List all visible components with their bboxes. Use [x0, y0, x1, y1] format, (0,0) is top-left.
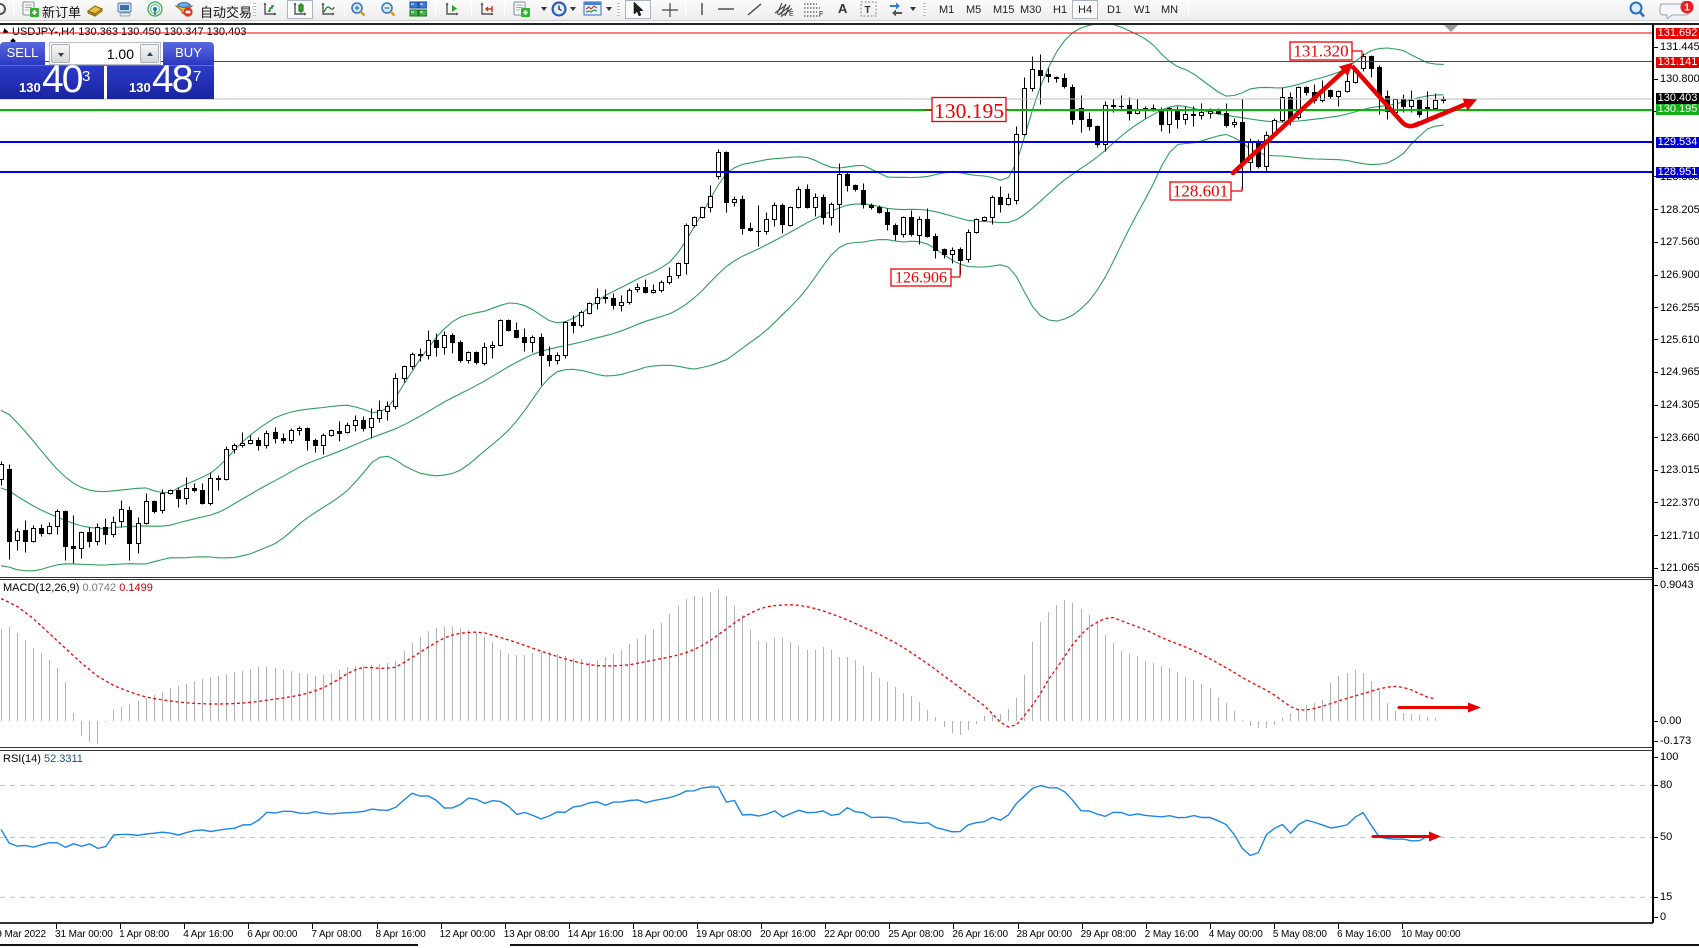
svg-text:T: T [865, 5, 871, 16]
svg-text:130.195: 130.195 [934, 99, 1004, 123]
svg-text:1: 1 [1684, 3, 1690, 14]
svg-text:131.320: 131.320 [1293, 42, 1348, 61]
svg-text:F: F [819, 11, 823, 17]
svg-text:126.906: 126.906 [895, 270, 947, 287]
svg-text:E: E [789, 11, 794, 17]
svg-text:128.601: 128.601 [1173, 182, 1228, 201]
